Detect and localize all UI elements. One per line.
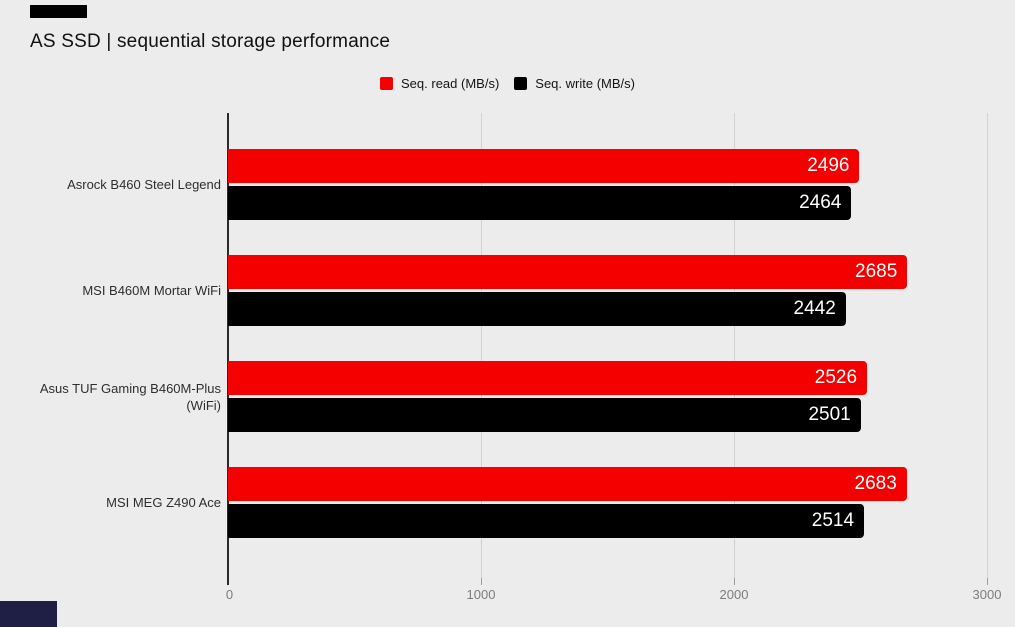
- bar-value-label: 2685: [855, 261, 898, 282]
- legend-item-seq-write: Seq. write (MB/s): [514, 76, 635, 91]
- seq-read-swatch-icon: [380, 77, 394, 90]
- category-label: Asrock B460 Steel Legend: [67, 177, 221, 192]
- bar-value-label: 2514: [811, 510, 855, 531]
- bar-value-label: 2526: [814, 367, 858, 388]
- bar-rows: Asrock B460 Steel Legend 2496 2464 MSI B…: [0, 113, 1015, 538]
- gridline: [733, 113, 735, 578]
- chart-row: Asus TUF Gaming B460M-Plus (WiFi) 2526 2…: [0, 361, 1015, 432]
- x-tick-label: 3000: [972, 587, 1002, 602]
- bar-value-label: 2496: [807, 155, 850, 176]
- axis-tick-icon: [227, 578, 229, 585]
- x-tick-label: 2000: [719, 587, 749, 602]
- bar-group: 2685 2442: [228, 255, 987, 326]
- seq-write-bar: 2501: [228, 398, 861, 432]
- axis-tick-icon: [986, 578, 988, 585]
- seq-write-bar: 2442: [228, 292, 846, 326]
- seq-read-bar: 2526: [228, 361, 868, 395]
- bar-value-label: 2442: [793, 298, 836, 319]
- x-tick-label: 0: [225, 587, 234, 602]
- legend-label: Seq. write (MB/s): [535, 76, 635, 91]
- seq-write-bar: 2514: [228, 504, 865, 538]
- axis-tick-icon: [480, 578, 482, 585]
- seq-read-bar: 2683: [228, 467, 907, 501]
- top-left-mark: [30, 5, 87, 18]
- legend-label: Seq. read (MB/s): [401, 76, 500, 91]
- axis-tick-icon: [733, 578, 735, 585]
- category-label: MSI B460M Mortar WiFi: [82, 283, 221, 298]
- gridline: [986, 113, 988, 578]
- bar-group: 2496 2464: [228, 149, 987, 220]
- gridline: [480, 113, 482, 578]
- seq-read-bar: 2685: [228, 255, 908, 289]
- seq-write-bar: 2464: [228, 186, 852, 220]
- chart-row: Asrock B460 Steel Legend 2496 2464: [0, 149, 1015, 220]
- bar-group: 2526 2501: [228, 361, 987, 432]
- bar-value-label: 2683: [854, 473, 897, 494]
- legend: Seq. read (MB/s) Seq. write (MB/s): [0, 76, 1015, 91]
- bar-value-label: 2464: [799, 192, 842, 213]
- bottom-left-mark: [0, 601, 57, 627]
- chart-row: MSI B460M Mortar WiFi 2685 2442: [0, 255, 1015, 326]
- x-tick-label: 1000: [466, 587, 496, 602]
- chart-row: MSI MEG Z490 Ace 2683 2514: [0, 467, 1015, 538]
- bar-group: 2683 2514: [228, 467, 987, 538]
- seq-read-bar: 2496: [228, 149, 860, 183]
- chart-title: AS SSD | sequential storage performance: [30, 31, 391, 52]
- plot-area: [227, 113, 988, 578]
- y-axis-line: [227, 113, 229, 578]
- category-label: Asus TUF Gaming B460M-Plus (WiFi): [39, 380, 221, 413]
- bar-value-label: 2501: [808, 404, 851, 425]
- category-label: MSI MEG Z490 Ace: [106, 495, 221, 510]
- x-axis: 0 1000 2000 3000: [225, 578, 1001, 608]
- legend-item-seq-read: Seq. read (MB/s): [380, 76, 499, 91]
- seq-write-swatch-icon: [514, 77, 528, 90]
